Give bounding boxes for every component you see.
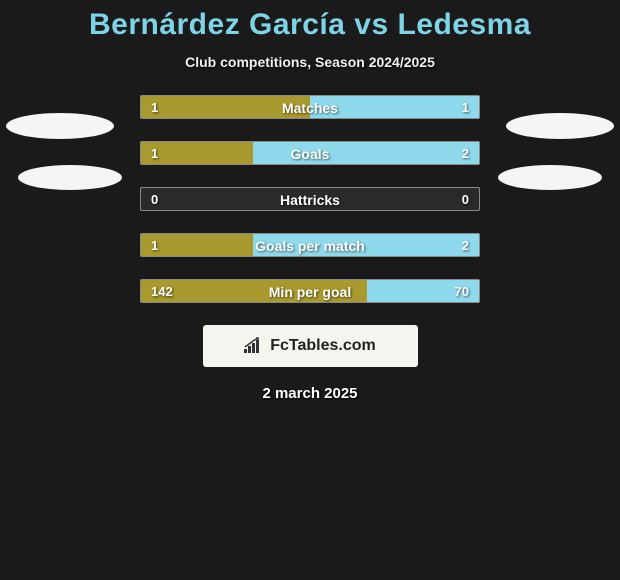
stat-label: Goals	[141, 142, 479, 166]
stat-row: Goals per match1 2	[140, 233, 480, 257]
branding-box[interactable]: FcTables.com	[203, 325, 418, 367]
decorative-ellipse	[498, 165, 602, 190]
stat-row: Matches1 1	[140, 95, 480, 119]
stat-value-left: 1	[151, 234, 158, 258]
chart-area: Matches11Goals12Hattricks00Goals per mat…	[0, 95, 620, 303]
subtitle: Club competitions, Season 2024/2025	[0, 54, 620, 70]
stat-value-right: 2	[462, 142, 469, 166]
branding-text: FcTables.com	[270, 337, 376, 355]
page-title: Bernárdez García vs Ledesma	[0, 8, 620, 42]
stat-value-right: 0	[462, 188, 469, 212]
stat-value-right: 1	[462, 96, 469, 120]
decorative-ellipse	[18, 165, 122, 190]
stat-row: Goals1 2	[140, 141, 480, 165]
decorative-ellipse	[6, 113, 114, 139]
stat-row: Hattricks0 0	[140, 187, 480, 211]
bar-chart-icon	[244, 337, 264, 355]
stat-value-right: 2	[462, 234, 469, 258]
stat-row: Min per goal142 70	[140, 279, 480, 303]
stat-label: Goals per match	[141, 234, 479, 258]
stat-label: Min per goal	[141, 280, 479, 304]
header: Bernárdez García vs Ledesma Club competi…	[0, 0, 620, 70]
stat-value-left: 142	[151, 280, 173, 304]
stat-value-right: 70	[455, 280, 469, 304]
decorative-ellipse	[506, 113, 614, 139]
stat-label: Matches	[141, 96, 479, 120]
stat-value-left: 0	[151, 188, 158, 212]
stat-label: Hattricks	[141, 188, 479, 212]
date-text: 2 march 2025	[0, 385, 620, 402]
stat-value-left: 1	[151, 96, 158, 120]
stat-value-left: 1	[151, 142, 158, 166]
